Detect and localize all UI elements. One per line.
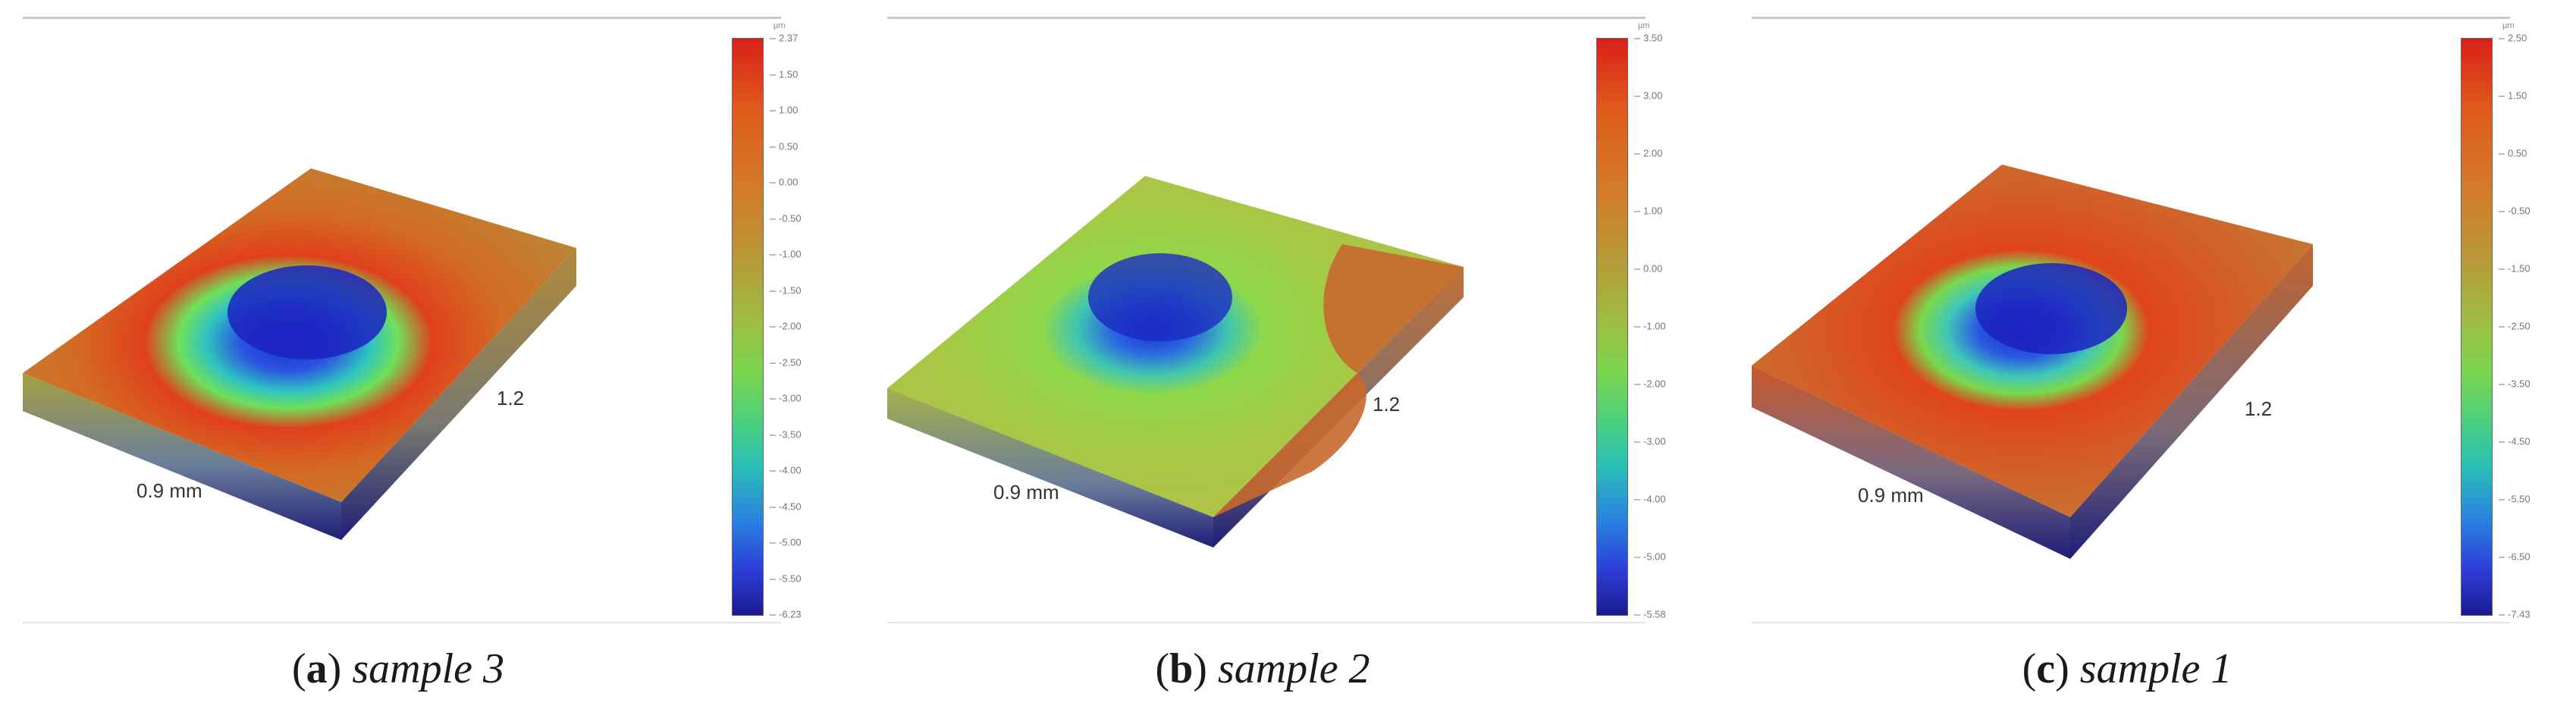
colorbar-tick-label: 1.00 bbox=[1634, 206, 1662, 217]
surface-plot-frame: 0.9 mm 1.2 µm 2.50 1.50 0.50 -0.50 -1.50 -2.5… bbox=[1752, 17, 2531, 623]
block-front-side bbox=[23, 373, 341, 540]
colorbar-tick-label: -3.00 bbox=[770, 393, 802, 404]
dimension-y-label: 1.2 bbox=[2245, 397, 2273, 420]
colorbar-tick-label: 0.00 bbox=[770, 177, 798, 188]
colorbar-tick-label: -5.58 bbox=[1634, 609, 1666, 620]
colorbar-tick-label: -2.50 bbox=[2499, 321, 2531, 332]
block-front-side bbox=[1752, 366, 2070, 559]
colorbar-unit: µm bbox=[2502, 21, 2515, 30]
colorbar-tick-label: -5.00 bbox=[770, 537, 802, 548]
colorbar-ticks: 2.50 1.50 0.50 -0.50 -1.50 -2.50 -3.50 -4.50 -5.… bbox=[2499, 33, 2552, 620]
colorbar-tick-label: 2.00 bbox=[1634, 148, 1662, 159]
surface-plot-frame: 0.9 mm 1.2 µm 2.37 1.50 1.00 0.50 0.00 -0.50 -… bbox=[23, 17, 802, 623]
dimension-x-label: 0.9 mm bbox=[136, 479, 202, 502]
frame-top-border bbox=[887, 17, 1646, 19]
caption: (a) sample 3 bbox=[292, 645, 504, 692]
crater-pit bbox=[227, 265, 387, 359]
oxidized-region bbox=[1213, 244, 1464, 517]
caption: (b) sample 2 bbox=[1155, 645, 1370, 692]
dimension-x-label: 0.9 mm bbox=[1858, 484, 1924, 507]
colorbar-tick-label: -0.50 bbox=[770, 212, 802, 224]
colorbar-tick-label: -3.50 bbox=[2499, 378, 2531, 390]
frame-bottom-border bbox=[887, 622, 1646, 623]
colorbar-tick-label: -4.00 bbox=[770, 465, 802, 476]
colorbar-tick-label: -4.50 bbox=[2499, 436, 2531, 447]
colorbar-tick-label: -2.00 bbox=[1634, 378, 1666, 390]
caption-text: sample 1 bbox=[2079, 645, 2232, 692]
surface-plot-frame: 0.9 mm 1.2 µm 3.50 3.00 2.00 1.00 0.00 -1.00 -… bbox=[887, 17, 1666, 623]
colorbar-tick-label: -4.50 bbox=[770, 500, 802, 512]
colorbar-tick-label: -3.50 bbox=[770, 428, 802, 440]
block-right-side bbox=[2070, 244, 2313, 559]
caption-letter: b bbox=[1169, 645, 1194, 692]
colorbar bbox=[1596, 38, 1628, 616]
colorbar-tick-label: 3.00 bbox=[1634, 90, 1662, 102]
frame-top-border bbox=[1752, 17, 2510, 19]
surface-3d-block bbox=[1752, 165, 2313, 559]
caption-letter: c bbox=[2036, 645, 2056, 692]
caption: (c) sample 1 bbox=[2022, 645, 2232, 692]
surface-3d-block bbox=[23, 168, 576, 540]
colorbar-tick-label: -6.23 bbox=[770, 609, 802, 620]
colorbar-tick-label: -4.00 bbox=[1634, 494, 1666, 505]
colorbar-tick-label: -5.50 bbox=[2499, 494, 2531, 505]
caption-letter: a bbox=[306, 645, 328, 692]
colorbar-tick-label: 1.50 bbox=[770, 68, 798, 80]
colorbar-tick-label: -6.50 bbox=[2499, 551, 2531, 563]
colorbar bbox=[2461, 38, 2493, 616]
caption-text: sample 3 bbox=[352, 645, 504, 692]
colorbar bbox=[732, 38, 764, 616]
dimension-y-label: 1.2 bbox=[1373, 393, 1401, 416]
panel-a: 0.9 mm 1.2 µm 2.37 1.50 1.00 0.50 0.00 -0.50 -… bbox=[0, 0, 849, 728]
colorbar-tick-label: 0.50 bbox=[2499, 148, 2527, 159]
colorbar-ticks: 3.50 3.00 2.00 1.00 0.00 -1.00 -2.00 -3.00 -4.00… bbox=[1634, 33, 1687, 620]
colorbar-tick-label: 2.37 bbox=[770, 33, 798, 44]
colorbar-tick-label: -2.50 bbox=[770, 356, 802, 368]
dimension-y-label: 1.2 bbox=[497, 387, 525, 410]
frame-bottom-border bbox=[23, 622, 781, 623]
colorbar-tick-label: -1.50 bbox=[770, 284, 802, 296]
colorbar-tick-label: -5.50 bbox=[770, 573, 802, 584]
colorbar-tick-label: 1.50 bbox=[2499, 90, 2527, 102]
frame-bottom-border bbox=[1752, 622, 2510, 623]
colorbar-tick-label: -7.43 bbox=[2499, 609, 2531, 620]
crater-pit bbox=[1088, 253, 1232, 341]
crater-pit bbox=[1975, 263, 2127, 354]
colorbar-ticks: 2.37 1.50 1.00 0.50 0.00 -0.50 -1.00 -1.50 -2.00… bbox=[770, 33, 823, 620]
colorbar-tick-label: 0.50 bbox=[770, 140, 798, 152]
colorbar-tick-label: -3.00 bbox=[1634, 436, 1666, 447]
frame-top-border bbox=[23, 17, 781, 19]
colorbar-tick-label: -1.50 bbox=[2499, 263, 2531, 275]
colorbar-tick-label: 1.00 bbox=[770, 105, 798, 116]
dimension-x-label: 0.9 mm bbox=[993, 481, 1059, 504]
colorbar-tick-label: 3.50 bbox=[1634, 33, 1662, 44]
colorbar-tick-label: -0.50 bbox=[2499, 206, 2531, 217]
colorbar-tick-label: 0.00 bbox=[1634, 263, 1662, 275]
surface-3d-block bbox=[887, 176, 1464, 548]
colorbar-tick-label: -5.00 bbox=[1634, 551, 1666, 563]
block-top-surface bbox=[887, 176, 1464, 517]
colorbar-unit: µm bbox=[1638, 21, 1650, 30]
colorbar-unit: µm bbox=[773, 21, 786, 30]
caption-text: sample 2 bbox=[1217, 645, 1370, 692]
colorbar-tick-label: -1.00 bbox=[1634, 321, 1666, 332]
colorbar-tick-label: -1.00 bbox=[770, 249, 802, 260]
colorbar-tick-label: 2.50 bbox=[2499, 33, 2527, 44]
block-front-side bbox=[887, 388, 1213, 548]
panel-c: 0.9 mm 1.2 µm 2.50 1.50 0.50 -0.50 -1.50 -2.5… bbox=[1729, 0, 2576, 728]
colorbar-tick-label: -2.00 bbox=[770, 321, 802, 332]
block-right-side bbox=[341, 248, 576, 540]
panel-b: 0.9 mm 1.2 µm 3.50 3.00 2.00 1.00 0.00 -1.00 -… bbox=[864, 0, 1714, 728]
